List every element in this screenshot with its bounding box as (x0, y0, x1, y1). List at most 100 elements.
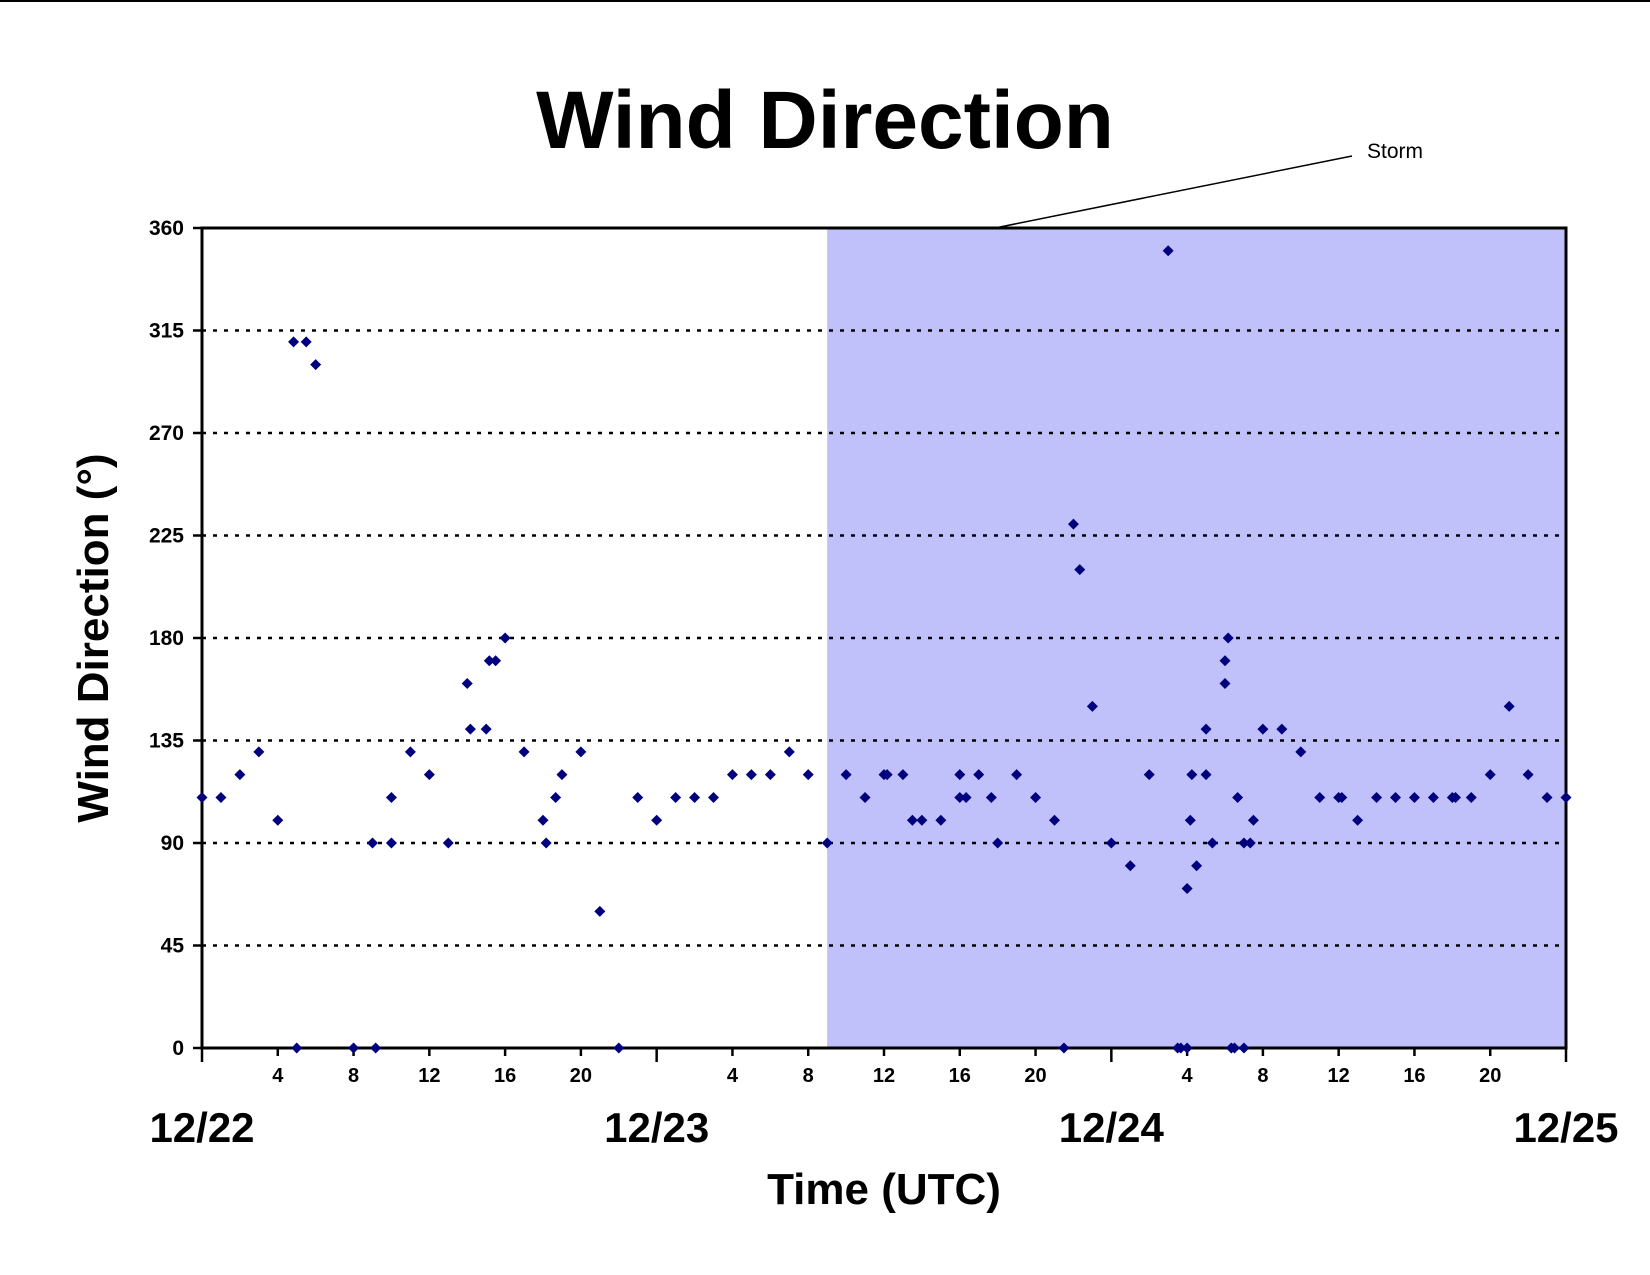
data-point (1086, 700, 1098, 712)
x-tick-label: 8 (803, 1065, 814, 1087)
chart-title: Wind Direction (536, 75, 1114, 166)
data-point (253, 746, 265, 758)
storm-shading (827, 228, 1566, 1048)
data-point (745, 769, 757, 781)
top-rule (0, 0, 1650, 2)
data-point (859, 791, 871, 803)
data-point (348, 1042, 360, 1054)
data-points (196, 245, 1572, 1054)
data-point (575, 746, 587, 758)
x-tick-label: 8 (348, 1065, 359, 1087)
data-point (985, 791, 997, 803)
data-point (1175, 1042, 1187, 1054)
data-point (1390, 791, 1401, 803)
data-point (196, 791, 208, 803)
date-label: 12/23 (604, 1104, 709, 1151)
date-label: 12/25 (1513, 1104, 1618, 1151)
y-tick-label: 135 (149, 730, 184, 753)
data-point (291, 1042, 303, 1054)
data-point (215, 791, 227, 803)
data-point (689, 791, 701, 803)
x-axis-label: Time (UTC) (767, 1165, 1001, 1214)
data-point (613, 1042, 625, 1054)
data-point (1336, 791, 1348, 803)
x-tick-label: 16 (1403, 1065, 1425, 1087)
x-tick-label: 4 (1182, 1065, 1194, 1087)
data-point (1184, 814, 1196, 826)
storm-leader-line (994, 155, 1353, 229)
x-tick-label: 20 (1024, 1065, 1046, 1087)
data-point (1541, 791, 1553, 803)
data-point (1408, 791, 1420, 803)
data-point (385, 791, 397, 803)
y-tick-label: 0 (172, 1037, 184, 1060)
data-point (954, 769, 966, 781)
data-point (954, 791, 966, 803)
data-point (1143, 769, 1155, 781)
data-point (423, 769, 435, 781)
data-point (1124, 860, 1136, 872)
data-point (1371, 791, 1383, 803)
data-point (935, 814, 947, 826)
data-point (1206, 837, 1218, 849)
x-tick-label: 4 (727, 1065, 739, 1087)
data-point (540, 837, 552, 849)
data-point (537, 814, 549, 826)
data-point (1074, 564, 1086, 576)
data-point (1049, 814, 1060, 826)
data-point (1449, 791, 1461, 803)
data-point (726, 769, 738, 781)
data-point (442, 837, 454, 849)
data-point (802, 769, 814, 781)
data-point (1503, 700, 1515, 712)
data-point (708, 791, 719, 803)
storm-label: Storm (1367, 140, 1423, 163)
data-point (1222, 632, 1234, 644)
data-point (300, 336, 312, 348)
x-tick-label: 8 (1257, 1065, 1268, 1087)
data-point (404, 746, 416, 758)
data-point (897, 769, 909, 781)
data-point (1560, 791, 1572, 803)
data-point (234, 769, 246, 781)
data-point (385, 837, 397, 849)
y-tick-label: 90 (161, 832, 184, 855)
x-tick-label: 16 (949, 1065, 971, 1087)
y-tick-label: 225 (149, 525, 184, 548)
data-point (483, 655, 495, 667)
y-axis-label: Wind Direction (°) (69, 453, 118, 822)
data-point (550, 791, 562, 803)
data-point (1181, 883, 1193, 895)
data-point (1200, 769, 1212, 781)
data-point (490, 655, 502, 667)
data-point (1200, 723, 1212, 735)
y-tick-label: 315 (149, 320, 184, 343)
x-tick-label: 20 (570, 1065, 592, 1087)
data-point (461, 678, 473, 690)
data-point (1011, 769, 1023, 781)
x-tick-label: 12 (418, 1065, 440, 1087)
data-point (1276, 723, 1288, 735)
data-point (1238, 837, 1250, 849)
y-tick-label: 270 (149, 422, 184, 445)
date-label: 12/24 (1059, 1104, 1165, 1151)
data-point (367, 837, 378, 849)
data-point (1522, 769, 1534, 781)
x-tick-label: 20 (1479, 1065, 1501, 1087)
data-point (1228, 1042, 1240, 1054)
data-point (464, 723, 476, 735)
data-point (310, 359, 322, 371)
data-point (1067, 518, 1079, 530)
data-point (288, 336, 300, 348)
data-point (1232, 791, 1244, 803)
data-point (764, 769, 776, 781)
data-point (1219, 655, 1231, 667)
data-point (1257, 723, 1269, 735)
data-point (1247, 814, 1259, 826)
data-point (1186, 769, 1198, 781)
x-tick-label: 12 (1328, 1065, 1350, 1087)
data-point (556, 769, 568, 781)
data-point (973, 769, 985, 781)
data-point (1352, 814, 1364, 826)
